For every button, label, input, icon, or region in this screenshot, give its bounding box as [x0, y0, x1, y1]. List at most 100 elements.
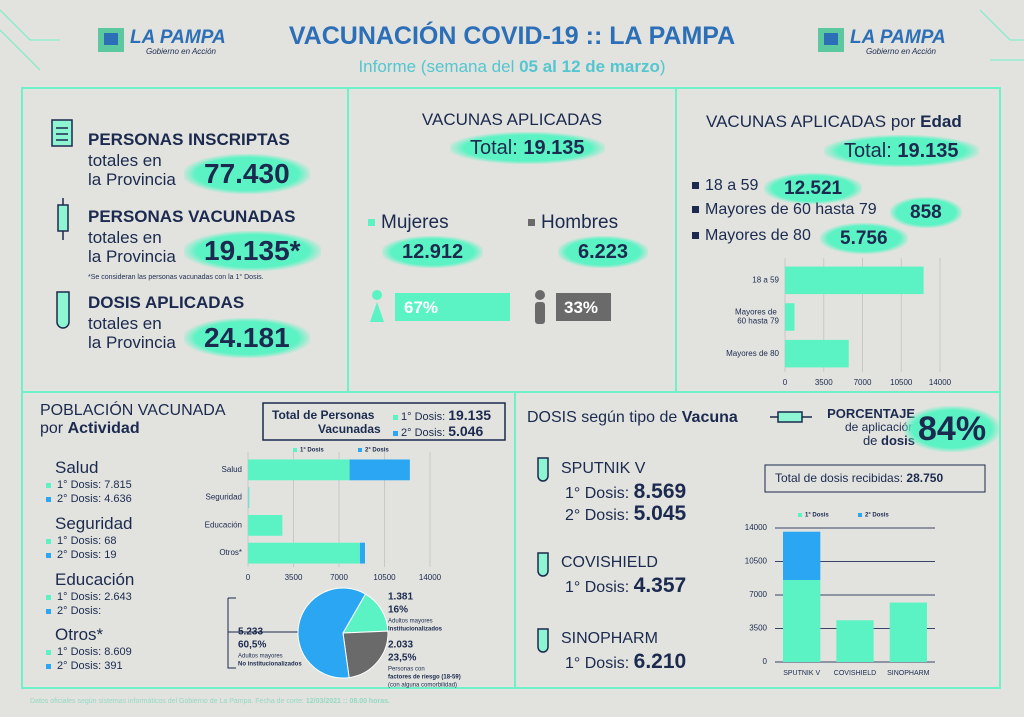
dose-line: 1° Dosis: 4.357	[565, 575, 686, 596]
category-label: Seguridad	[206, 493, 242, 502]
vaccine-name: SPUTNIK V	[561, 460, 646, 477]
slice-count: 1.381	[388, 592, 413, 603]
dose-line: 2° Dosis: 391	[46, 661, 123, 672]
category-label: Mayores de 60 hasta 79	[735, 308, 780, 326]
footer-date: 12/03/2021 :: 08.00 horas.	[305, 698, 390, 705]
legend-swatch	[293, 448, 297, 452]
tick-label: 7000	[854, 378, 872, 387]
summary-line: la Provincia	[88, 247, 176, 266]
share-box	[395, 293, 510, 321]
tick-label: 7000	[330, 573, 348, 582]
total-dose: 2° Dosis: 5.046	[393, 424, 483, 439]
slice-label: Adultos mayores	[388, 619, 433, 625]
summary-value: 77.430	[184, 154, 310, 194]
tick-label: 3500	[285, 573, 303, 582]
panel-title: POBLACIÓN VACUNADA	[40, 402, 226, 419]
dose-line: 1° Dosis: 2.643	[46, 592, 132, 603]
dose-value: 5.045	[633, 502, 687, 525]
dose-marker	[46, 482, 51, 488]
bar	[349, 459, 410, 481]
slice-percent: 60,5%	[238, 640, 266, 651]
bar	[785, 339, 849, 368]
legend-label: 2° Dosis	[865, 513, 889, 519]
dose-label: 2° Dosis:	[57, 605, 102, 617]
bar	[248, 459, 350, 481]
dose-marker	[393, 430, 398, 436]
panel-title: DOSIS según tipo de Vacuna	[527, 410, 738, 426]
dose-value: 391	[104, 660, 123, 672]
age-item: Mayores de 80	[692, 228, 811, 244]
footer: Datos oficiales según sistemas informáti…	[30, 698, 390, 705]
dose-value: 19.135	[448, 407, 492, 423]
dose-line: 2° Dosis: 19	[46, 550, 116, 561]
subtitle-text: Informe (semana del	[358, 57, 515, 76]
footer-text: Datos oficiales según sistemas informáti…	[30, 698, 304, 705]
tick-label: 3500	[749, 624, 767, 633]
legend-label: 2° Dosis	[365, 448, 389, 454]
dose-line: 1° Dosis: 7.815	[46, 480, 132, 491]
logo-icon	[818, 28, 844, 52]
total-title: Total de Personas	[272, 408, 375, 422]
total: Total: 19.135	[450, 132, 605, 164]
item-marker	[692, 232, 699, 240]
bar	[783, 579, 821, 662]
title-text: DOSIS según tipo de	[527, 409, 678, 426]
bar	[783, 531, 821, 580]
pie-slice	[342, 630, 389, 679]
dose-label: 2° Dosis:	[57, 660, 102, 672]
tick-label: 7000	[749, 590, 767, 599]
group-value: 12.912	[382, 236, 484, 268]
dose-label: 1° Dosis:	[57, 479, 102, 491]
dose-line: 1° Dosis: 8.609	[46, 647, 132, 658]
dose-marker	[46, 608, 51, 614]
slice-label: Institucionalizados	[388, 627, 443, 633]
total-label: Total:	[470, 137, 518, 159]
dose-value: 4.357	[633, 574, 687, 597]
title-text: por	[40, 420, 64, 437]
logo-icon	[98, 28, 124, 52]
received-value: 28.750	[906, 471, 944, 485]
dose-label: 2° Dosis:	[401, 427, 446, 439]
panel-title: por Actividad	[40, 421, 140, 437]
category-label: COVISHIELD	[834, 670, 876, 677]
received-label: Total de dosis recibidas:	[775, 471, 904, 485]
summary-note: *Se consideran las personas vacunadas co…	[88, 274, 264, 281]
dose-marker	[393, 414, 398, 420]
slice-count: 5.233	[238, 627, 263, 638]
dose-marker	[46, 552, 51, 558]
bar	[248, 542, 360, 564]
slice-label: No institucionalizados	[238, 662, 302, 668]
slice-count: 2.033	[388, 640, 413, 651]
summary-line: totales en	[88, 314, 162, 333]
bar	[889, 602, 927, 662]
group-marker	[528, 219, 535, 227]
dose-value: 4.636	[104, 493, 132, 505]
dose-value: 5.046	[448, 423, 484, 439]
dose-value: 6.210	[633, 650, 687, 673]
dose-line: 1° Dosis: 68	[46, 536, 116, 547]
legend-swatch	[858, 513, 862, 517]
category-label: Mayores de 80	[726, 349, 779, 358]
category-label: 18 a 59	[752, 275, 779, 284]
summary-line: totales en	[88, 228, 162, 247]
frame	[0, 9, 1024, 689]
pct-title: PORCENTAJE	[827, 406, 915, 421]
dose-line: 2° Dosis: 4.636	[46, 494, 132, 505]
pie-slice	[342, 593, 389, 634]
total-box	[764, 464, 986, 493]
vaccine-name: COVISHIELD	[561, 554, 658, 571]
legend-label: 1° Dosis	[805, 513, 829, 519]
item-marker	[692, 206, 699, 214]
category-label: Otros*	[219, 548, 242, 557]
total-title: Vacunadas	[318, 422, 381, 436]
summary-line: totales en	[88, 151, 162, 170]
age-name: Mayores de 80	[705, 227, 811, 244]
title-bold: Vacuna	[681, 409, 738, 426]
total: Total: 19.135	[824, 135, 979, 167]
slice-percent: 16%	[388, 605, 408, 616]
dose-label: 1° Dosis:	[565, 485, 630, 502]
dose-label: 1° Dosis:	[401, 411, 446, 423]
dose-line: 1° Dosis: 8.569	[565, 481, 686, 502]
tick-label: 10500	[745, 557, 768, 566]
